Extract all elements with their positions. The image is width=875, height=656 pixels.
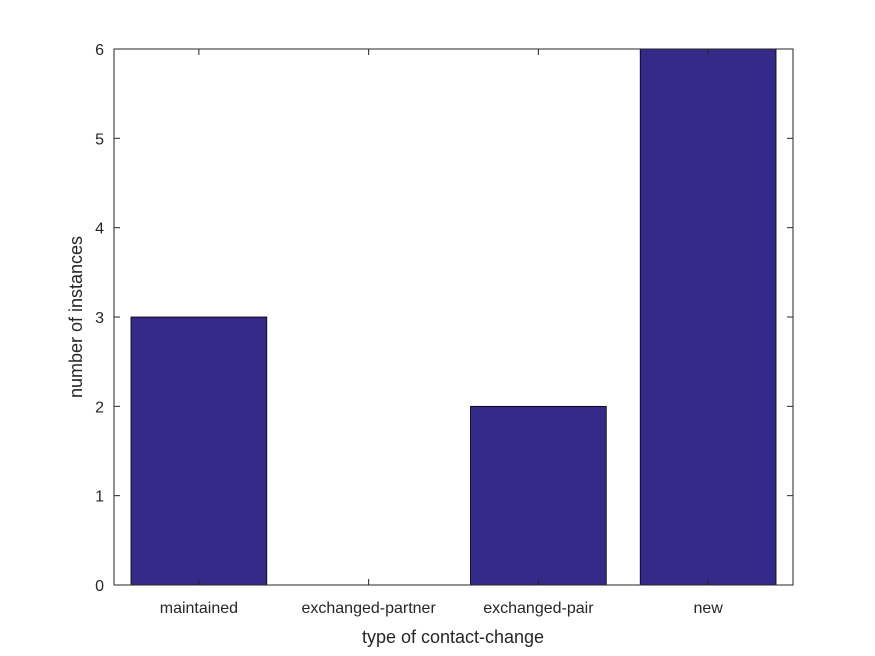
y-axis-label: number of instances	[66, 236, 86, 398]
y-tick-label: 5	[95, 131, 104, 148]
y-tick-label: 1	[95, 489, 104, 506]
x-tick-label: exchanged-pair	[483, 600, 594, 617]
y-tick-label: 2	[95, 399, 104, 416]
y-tick-label: 6	[95, 42, 104, 59]
x-axis-label: type of contact-change	[362, 627, 544, 647]
y-tick-label: 0	[95, 578, 104, 595]
y-tick-label: 3	[95, 310, 104, 327]
x-tick-label: maintained	[160, 600, 238, 617]
bar-exchanged-pair	[470, 405, 607, 586]
x-tick-label: exchanged-partner	[301, 600, 436, 617]
y-tick-label: 4	[95, 221, 104, 238]
bar-new	[639, 48, 777, 586]
bar-maintained	[130, 316, 268, 586]
x-tick-label: new	[693, 600, 723, 617]
